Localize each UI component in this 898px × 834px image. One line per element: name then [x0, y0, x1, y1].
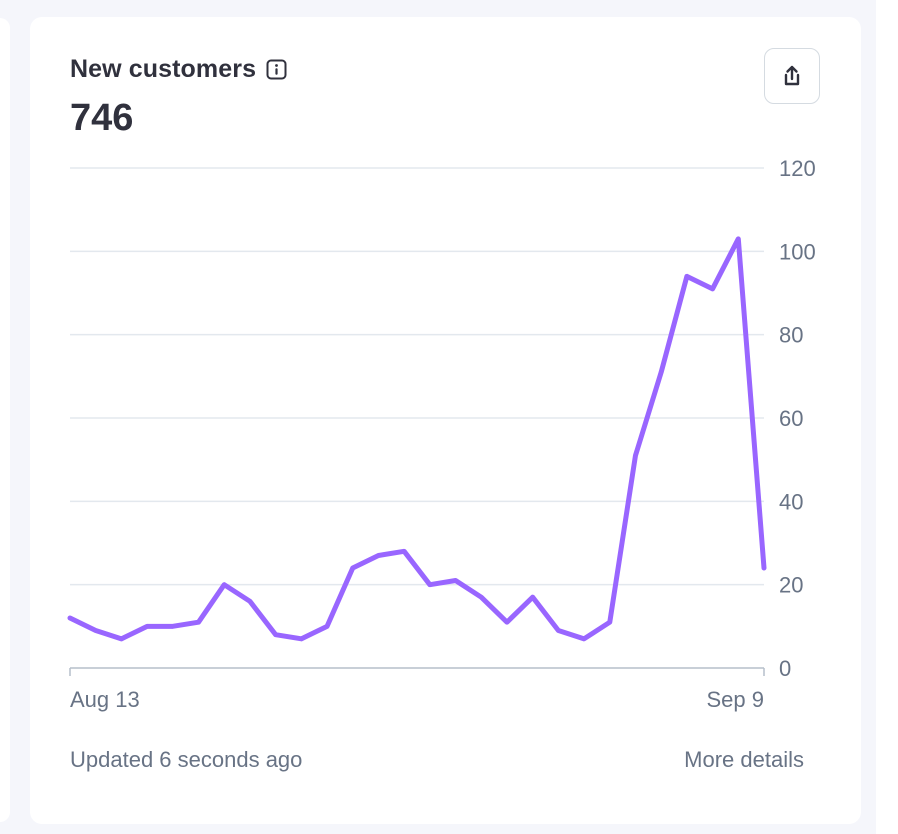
adjacent-card-right [876, 0, 898, 834]
adjacent-card-left [0, 18, 10, 822]
y-tick-label: 0 [779, 656, 791, 681]
y-tick-label: 100 [779, 239, 816, 264]
y-tick-label: 60 [779, 406, 803, 431]
x-tick-label-start: Aug 13 [70, 687, 140, 712]
share-button[interactable] [764, 48, 820, 104]
y-axis-labels: 0 20 40 60 80 100 120 [779, 156, 816, 681]
grid-lines [70, 167, 764, 586]
card-header: New customers [70, 55, 287, 84]
series-layer [67, 236, 767, 642]
updated-status: Updated 6 seconds ago [70, 747, 303, 772]
y-tick-label: 80 [779, 323, 803, 348]
y-tick-label: 40 [779, 489, 803, 514]
more-details-link[interactable]: More details [684, 747, 804, 772]
x-axis-labels: Aug 13 Sep 9 [70, 687, 764, 712]
series-line [67, 236, 767, 642]
total-value: 746 [70, 97, 134, 139]
info-icon[interactable] [266, 59, 287, 80]
card-title: New customers [70, 55, 257, 83]
y-tick-label: 120 [779, 156, 816, 181]
line-chart: 0 20 40 60 80 100 120 Aug 13 Sep 9 [67, 156, 816, 712]
new-customers-card: New customers 746 0 20 40 60 80 100 120 Aug 13… [30, 17, 861, 824]
y-tick-label: 20 [779, 573, 803, 598]
x-tick-label-end: Sep 9 [707, 687, 765, 712]
x-axis [69, 667, 765, 676]
share-icon [784, 65, 800, 86]
